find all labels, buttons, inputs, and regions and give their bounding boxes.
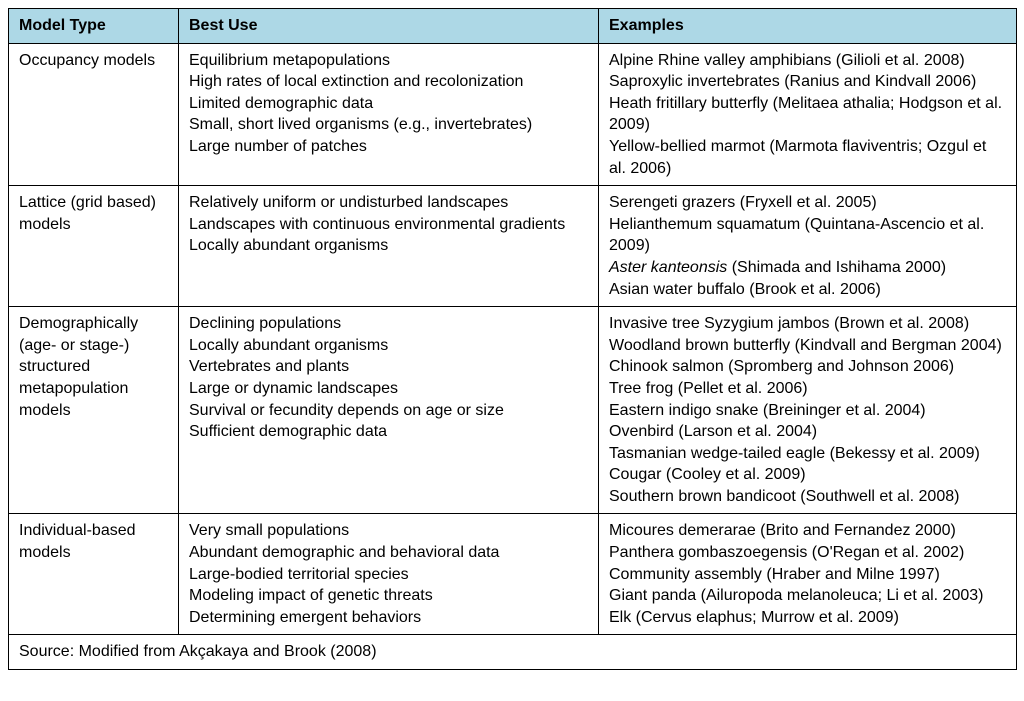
table-row: Demographically (age- or stage-) structu… — [9, 307, 1017, 514]
cell-best-use: Relatively uniform or undisturbed landsc… — [179, 186, 599, 307]
cell-model-type: Demographically (age- or stage-) structu… — [9, 307, 179, 514]
text-line: High rates of local extinction and recol… — [189, 71, 588, 93]
text-line: Southern brown bandicoot (Southwell et a… — [609, 486, 1006, 508]
cell-best-use: Very small populationsAbundant demograph… — [179, 514, 599, 635]
text-line: Locally abundant organisms — [189, 335, 588, 357]
table-row: Individual-based models Very small popula… — [9, 514, 1017, 635]
table-body: Occupancy models Equilibrium metapopulati… — [9, 43, 1017, 635]
table-row: Lattice (grid based) models Relatively un… — [9, 186, 1017, 307]
text-line: Yellow-bellied marmot (Marmota flavivent… — [609, 136, 1006, 179]
text-line: Occupancy models — [19, 50, 168, 72]
cell-examples: Micoures demerarae (Brito and Fernandez … — [599, 514, 1017, 635]
text-line: Tasmanian wedge-tailed eagle (Bekessy et… — [609, 443, 1006, 465]
text-line: Large or dynamic landscapes — [189, 378, 588, 400]
text-line: Sufficient demographic data — [189, 421, 588, 443]
text-line: Demographically (age- or stage-) structu… — [19, 313, 168, 421]
text-line: Individual-based models — [19, 520, 168, 563]
col-header-examples: Examples — [599, 9, 1017, 44]
text-line: Survival or fecundity depends on age or … — [189, 400, 588, 422]
text-line: Landscapes with continuous environmental… — [189, 214, 588, 236]
text-line: Lattice (grid based) models — [19, 192, 168, 235]
cell-best-use: Declining populationsLocally abundant or… — [179, 307, 599, 514]
text-line: Micoures demerarae (Brito and Fernandez … — [609, 520, 1006, 542]
text-line: Community assembly (Hraber and Milne 199… — [609, 564, 1006, 586]
text-line: Tree frog (Pellet et al. 2006) — [609, 378, 1006, 400]
cell-examples: Serengeti grazers (Fryxell et al. 2005)H… — [599, 186, 1017, 307]
text-line: Invasive tree Syzygium jambos (Brown et … — [609, 313, 1006, 335]
text-line: Large-bodied territorial species — [189, 564, 588, 586]
cell-examples: Invasive tree Syzygium jambos (Brown et … — [599, 307, 1017, 514]
table-row: Occupancy models Equilibrium metapopulati… — [9, 43, 1017, 186]
cell-model-type: Individual-based models — [9, 514, 179, 635]
text-line: Eastern indigo snake (Breininger et al. … — [609, 400, 1006, 422]
text-line: Ovenbird (Larson et al. 2004) — [609, 421, 1006, 443]
text-line: Heath fritillary butterfly (Melitaea ath… — [609, 93, 1006, 136]
text-line: Abundant demographic and behavioral data — [189, 542, 588, 564]
text-line: Panthera gombaszoegensis (O'Regan et al.… — [609, 542, 1006, 564]
cell-best-use: Equilibrium metapopulationsHigh rates of… — [179, 43, 599, 186]
text-line: Very small populations — [189, 520, 588, 542]
text-line: Cougar (Cooley et al. 2009) — [609, 464, 1006, 486]
text-line: Large number of patches — [189, 136, 588, 158]
text-line: Vertebrates and plants — [189, 356, 588, 378]
text-line: Relatively uniform or undisturbed landsc… — [189, 192, 588, 214]
text-line: Elk (Cervus elaphus; Murrow et al. 2009) — [609, 607, 1006, 629]
text-line: Aster kanteonsis (Shimada and Ishihama 2… — [609, 257, 1006, 279]
models-table: Model Type Best Use Examples Occupancy m… — [8, 8, 1017, 670]
text-line: Giant panda (Ailuropoda melanoleuca; Li … — [609, 585, 1006, 607]
cell-examples: Alpine Rhine valley amphibians (Gilioli … — [599, 43, 1017, 186]
text-line: Asian water buffalo (Brook et al. 2006) — [609, 279, 1006, 301]
text-line: Small, short lived organisms (e.g., inve… — [189, 114, 588, 136]
header-row: Model Type Best Use Examples — [9, 9, 1017, 44]
text-line: Alpine Rhine valley amphibians (Gilioli … — [609, 50, 1006, 72]
table-footer: Source: Modified from Akçakaya and Brook… — [9, 635, 1017, 670]
col-header-model-type: Model Type — [9, 9, 179, 44]
text-line: Chinook salmon (Spromberg and Johnson 20… — [609, 356, 1006, 378]
cell-model-type: Lattice (grid based) models — [9, 186, 179, 307]
text-line: Equilibrium metapopulations — [189, 50, 588, 72]
text-line: Helianthemum squamatum (Quintana-Ascenci… — [609, 214, 1006, 257]
cell-model-type: Occupancy models — [9, 43, 179, 186]
text-line: Woodland brown butterfly (Kindvall and B… — [609, 335, 1006, 357]
text-line: Determining emergent behaviors — [189, 607, 588, 629]
text-line: Locally abundant organisms — [189, 235, 588, 257]
text-line: Saproxylic invertebrates (Ranius and Kin… — [609, 71, 1006, 93]
text-line: Declining populations — [189, 313, 588, 335]
text-line: Serengeti grazers (Fryxell et al. 2005) — [609, 192, 1006, 214]
col-header-best-use: Best Use — [179, 9, 599, 44]
text-line: Limited demographic data — [189, 93, 588, 115]
text-line: Modeling impact of genetic threats — [189, 585, 588, 607]
